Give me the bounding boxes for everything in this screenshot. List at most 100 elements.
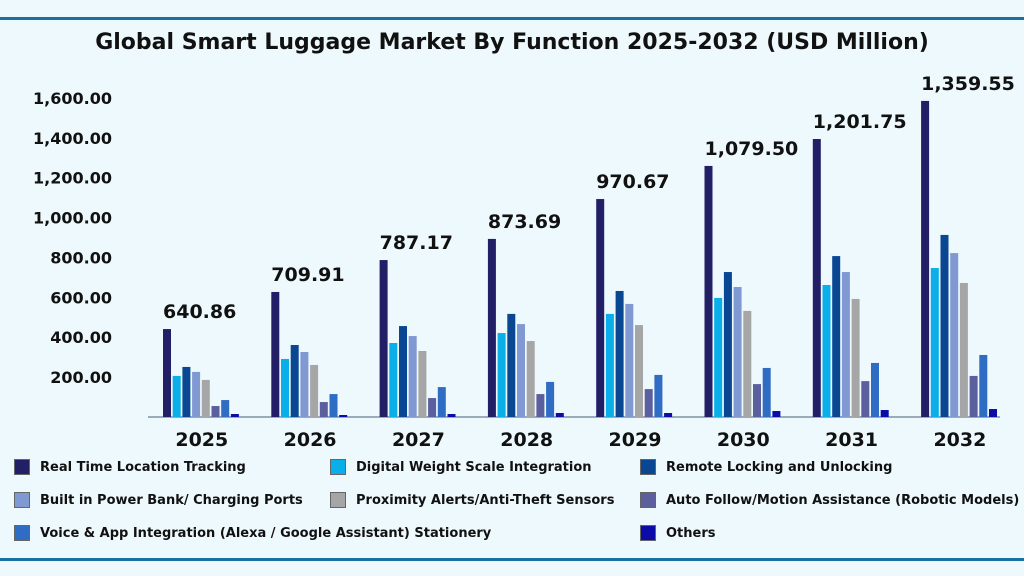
legend-item: Auto Follow/Motion Assistance (Robotic M… <box>640 492 1019 508</box>
bar-2031-series-6 <box>871 362 879 417</box>
bar-2026-series-1 <box>281 358 289 417</box>
bar-2032-series-6 <box>979 354 988 417</box>
bar-2026-series-5 <box>319 402 328 417</box>
bar-2031-series-1 <box>822 284 831 417</box>
bar-2031-series-0 <box>812 139 821 417</box>
y-tick-label: 1,000.00 <box>33 209 112 228</box>
bar-2029-series-0 <box>596 199 605 417</box>
bar-2029-series-1 <box>605 313 614 417</box>
bar-2025-series-3 <box>192 371 201 417</box>
bar-2032-series-4 <box>959 282 968 417</box>
bar-2032-series-5 <box>969 375 978 417</box>
legend-label: Voice & App Integration (Alexa / Google … <box>40 525 492 541</box>
data-label-total: 787.17 <box>380 232 453 254</box>
bar-2026-series-2 <box>290 345 299 417</box>
bar-2029-series-2 <box>615 290 624 417</box>
bar-2030-series-1 <box>714 297 723 417</box>
bar-2030-series-6 <box>762 367 771 417</box>
bar-2025-series-0 <box>163 329 171 417</box>
bar-2030-series-4 <box>743 310 752 417</box>
bar-2027-series-3 <box>408 336 417 417</box>
bar-2028-series-4 <box>526 341 535 417</box>
bar-2027-series-6 <box>437 387 446 417</box>
data-label-total: 873.69 <box>488 211 561 233</box>
bar-2028-series-3 <box>517 324 525 417</box>
bar-2028-series-5 <box>536 394 545 417</box>
bar-2025-series-1 <box>172 375 181 417</box>
legend-item: Voice & App Integration (Alexa / Google … <box>14 525 491 541</box>
legend-label: Remote Locking and Unlocking <box>666 459 893 475</box>
legend-label: Digital Weight Scale Integration <box>356 459 592 475</box>
data-label-total: 640.86 <box>163 301 236 323</box>
bar-2026-series-7 <box>339 415 348 417</box>
x-tick-label: 2028 <box>500 429 553 451</box>
bar-2030-series-7 <box>772 411 781 417</box>
x-tick-label: 2032 <box>933 429 986 451</box>
bar-2029-series-5 <box>644 389 653 417</box>
legend-label: Auto Follow/Motion Assistance (Robotic M… <box>666 492 1020 508</box>
bottom-rule <box>0 558 1024 561</box>
bar-2027-series-4 <box>418 350 427 417</box>
legend-label: Built in Power Bank/ Charging Ports <box>40 492 303 508</box>
bar-2030-series-5 <box>753 384 761 417</box>
data-label-total: 709.91 <box>271 264 344 286</box>
bar-2025-series-7 <box>230 414 239 417</box>
bar-2029-series-7 <box>664 413 673 417</box>
legend-swatch <box>14 525 30 541</box>
bar-2026-series-3 <box>300 351 309 417</box>
bar-2025-series-5 <box>211 406 220 417</box>
y-tick-label: 200.00 <box>50 368 112 387</box>
x-tick-label: 2026 <box>284 429 337 451</box>
y-tick-label: 800.00 <box>50 248 112 267</box>
bar-2027-series-7 <box>447 414 456 417</box>
legend-swatch <box>330 492 346 508</box>
legend: Real Time Location Tracking Digital Weigh… <box>0 455 1024 550</box>
legend-item: Remote Locking and Unlocking <box>640 459 892 475</box>
x-tick-label: 2031 <box>825 429 878 451</box>
bar-2026-series-6 <box>329 394 338 417</box>
bar-2032-series-1 <box>930 268 939 417</box>
legend-item: Others <box>640 525 716 541</box>
bar-2031-series-2 <box>832 256 841 417</box>
bar-2029-series-4 <box>635 325 643 417</box>
bar-2026-series-4 <box>310 364 319 417</box>
bar-2028-series-1 <box>497 333 506 417</box>
bar-2031-series-3 <box>841 272 850 417</box>
data-label-total: 1,359.55 <box>921 73 1015 95</box>
y-tick-label: 1,400.00 <box>33 129 112 148</box>
bar-2027-series-5 <box>428 398 437 417</box>
bar-2027-series-0 <box>379 260 388 417</box>
legend-swatch <box>640 525 656 541</box>
bar-2032-series-7 <box>989 409 997 417</box>
legend-label: Proximity Alerts/Anti-Theft Sensors <box>356 492 615 508</box>
bar-2027-series-2 <box>399 326 407 417</box>
legend-swatch <box>640 492 656 508</box>
bar-2025-series-4 <box>201 379 210 417</box>
data-label-total: 1,201.75 <box>813 111 907 133</box>
chart-title: Global Smart Luggage Market By Function … <box>95 30 929 55</box>
bar-2031-series-7 <box>880 410 889 417</box>
legend-swatch <box>14 459 30 475</box>
bar-2031-series-4 <box>851 298 860 417</box>
bar-2027-series-1 <box>389 343 398 417</box>
legend-swatch <box>330 459 346 475</box>
legend-swatch <box>14 492 30 508</box>
bar-2029-series-3 <box>625 303 634 417</box>
bar-2029-series-6 <box>654 374 663 417</box>
bar-2032-series-0 <box>921 100 930 418</box>
x-tick-label: 2025 <box>175 429 228 451</box>
bar-2028-series-2 <box>507 313 516 417</box>
bar-2025-series-2 <box>182 366 191 417</box>
x-tick-label: 2030 <box>717 429 770 451</box>
bar-2032-series-3 <box>950 253 959 417</box>
y-tick-label: 400.00 <box>50 328 112 347</box>
bar-2025-series-6 <box>221 400 230 417</box>
x-tick-label: 2027 <box>392 429 445 451</box>
bar-2028-series-6 <box>546 381 555 417</box>
bar-2030-series-3 <box>733 286 742 417</box>
bar-2028-series-0 <box>487 238 496 417</box>
legend-item: Real Time Location Tracking <box>14 459 246 475</box>
data-label-total: 1,079.50 <box>705 138 799 160</box>
bar-2031-series-5 <box>861 381 870 417</box>
